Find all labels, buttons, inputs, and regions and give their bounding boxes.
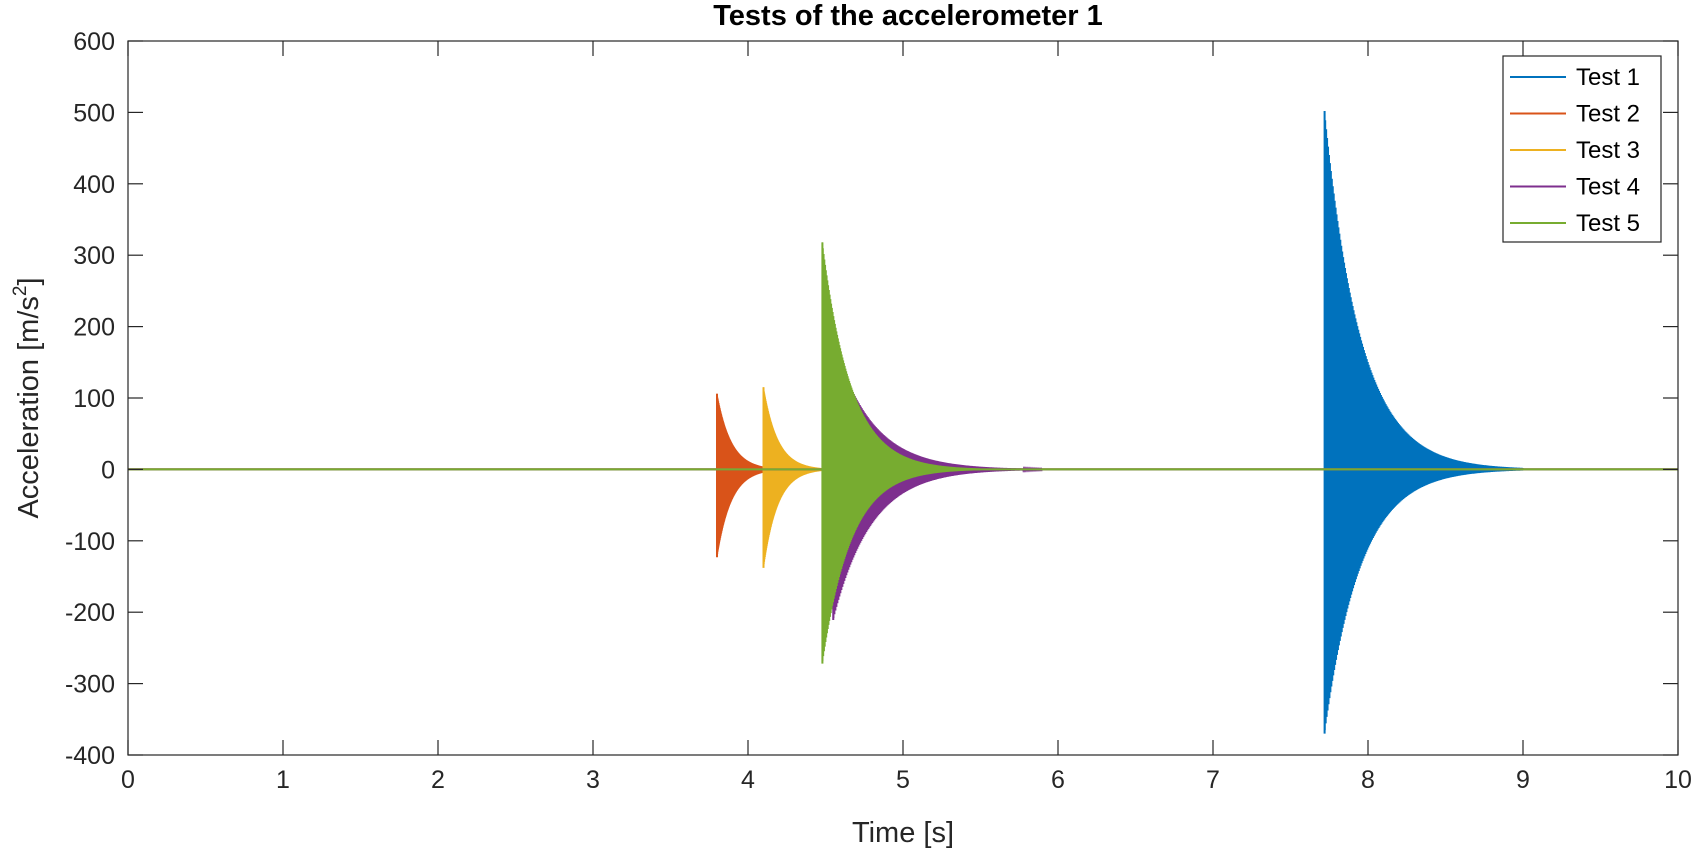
- y-tick-label: 600: [73, 28, 115, 56]
- legend-entry: Test 5: [1576, 210, 1640, 237]
- x-axis-label: Time [s]: [852, 817, 954, 849]
- legend-entry: Test 2: [1576, 101, 1640, 128]
- legend: Test 1 Test 2 Test 3 Test 4 Test 5: [1502, 55, 1662, 243]
- series-layer: [128, 110, 1678, 734]
- series-1: [128, 110, 1678, 734]
- series-burst: [832, 338, 1044, 619]
- chart-title: Tests of the accelerometer 1: [713, 0, 1103, 32]
- series-burst: [821, 242, 982, 662]
- series-5: [128, 242, 1678, 664]
- x-tick-label: 1: [276, 766, 290, 794]
- plot-area-border: [127, 40, 1679, 756]
- x-tick-label: 7: [1206, 766, 1220, 794]
- x-tick-label: 0: [121, 766, 135, 794]
- x-axis: 0 1 2 3 4 5 6 7 8 9 10: [121, 41, 1692, 794]
- legend-entry: Test 3: [1576, 137, 1640, 164]
- y-tick-label: 100: [73, 385, 115, 413]
- x-tick-label: 2: [431, 766, 445, 794]
- legend-entry: Test 4: [1576, 174, 1640, 201]
- y-axis-label: Acceleration [m/s2]: [10, 277, 45, 518]
- y-axis: -400 -300 -200 -100 0 100 200 300 400 500 600: [65, 28, 1678, 770]
- y-axis-label-superscript: 2: [10, 286, 31, 297]
- y-tick-label: -100: [65, 528, 115, 556]
- x-tick-label: 8: [1361, 766, 1375, 794]
- y-tick-label: 0: [101, 456, 115, 484]
- y-tick-label: 200: [73, 314, 115, 342]
- x-tick-label: 10: [1664, 766, 1692, 794]
- y-axis-label-end: ]: [13, 277, 45, 285]
- y-tick-label: -200: [65, 599, 115, 627]
- x-tick-label: 3: [586, 766, 600, 794]
- x-tick-label: 4: [741, 766, 755, 794]
- x-tick-label: 9: [1516, 766, 1530, 794]
- x-tick-label: 6: [1051, 766, 1065, 794]
- y-tick-label: 500: [73, 99, 115, 127]
- legend-entry: Test 1: [1576, 64, 1640, 91]
- y-tick-label: 300: [73, 242, 115, 270]
- y-axis-label-main: Acceleration [m/s: [13, 296, 45, 518]
- y-tick-label: -300: [65, 671, 115, 699]
- series-burst: [1323, 110, 1524, 731]
- y-tick-label: 400: [73, 171, 115, 199]
- y-tick-label: -400: [65, 742, 115, 770]
- x-tick-label: 5: [896, 766, 910, 794]
